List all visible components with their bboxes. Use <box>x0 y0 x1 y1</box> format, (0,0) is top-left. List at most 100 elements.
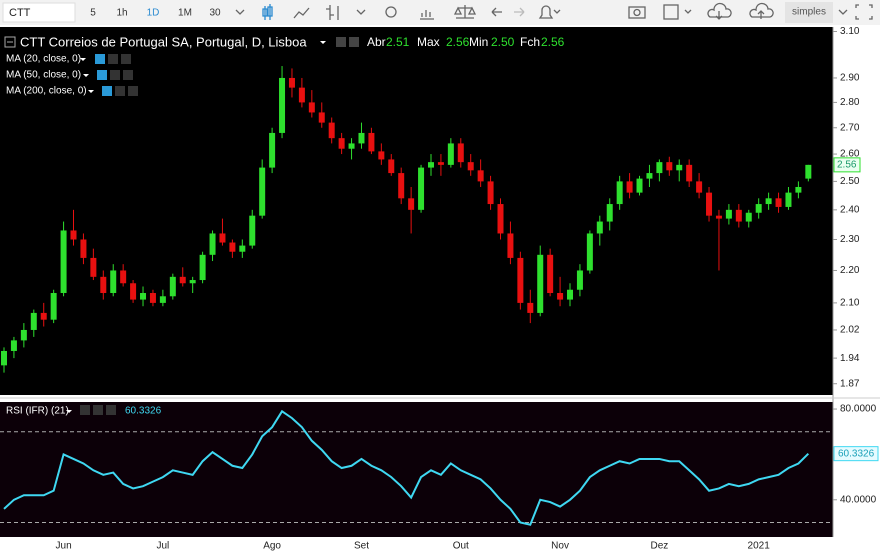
candle-body <box>140 293 147 300</box>
candle-body <box>288 77 295 88</box>
interval-button[interactable]: 1h <box>116 8 127 19</box>
candle-body <box>358 132 365 144</box>
candle-body <box>169 276 176 297</box>
candle-body <box>80 239 87 258</box>
candle-body <box>149 293 156 303</box>
collapse-box[interactable] <box>4 36 16 48</box>
interval-button[interactable]: 1M <box>178 8 192 19</box>
price-tag <box>833 157 861 173</box>
x-tick-label: Jun <box>56 541 72 552</box>
legend-icons <box>80 37 359 415</box>
candle-body <box>199 254 206 281</box>
candle-body <box>606 204 613 222</box>
x-tick-label: Out <box>453 541 469 552</box>
y-tick-label: 2.70 <box>840 122 860 133</box>
candle-body <box>576 270 583 290</box>
y-tick-label: 2.80 <box>840 97 860 108</box>
toolbar-icons <box>235 2 873 20</box>
y-tick-label: 40.0000 <box>840 494 877 505</box>
y-tick-label: 80.0000 <box>840 404 877 415</box>
x-tick-label: 2021 <box>748 541 771 552</box>
candle-body <box>676 164 683 171</box>
candle-body <box>497 204 504 234</box>
candle-body <box>219 233 226 243</box>
symbol-input[interactable] <box>2 2 76 23</box>
candle-body <box>328 122 335 139</box>
chart-indicator: MA (200, close, 0) <box>6 86 87 97</box>
chart-title: CTT Correios de Portugal SA, Portugal, D… <box>20 34 307 49</box>
candle-body <box>745 212 752 222</box>
y-tick-label: 3.10 <box>840 26 860 37</box>
x-tick-label: Nov <box>551 541 569 552</box>
x-tick-label: Ago <box>263 541 281 552</box>
x-tick-label: Jul <box>156 541 169 552</box>
candle-body <box>636 178 643 193</box>
y-tick-label: 2.30 <box>840 234 860 245</box>
candle-body <box>477 170 484 182</box>
candle-body <box>567 289 574 300</box>
y-tick-label: 2.40 <box>840 204 860 215</box>
candle-body <box>437 162 444 165</box>
candle-body <box>706 192 713 216</box>
candle-body <box>378 151 385 160</box>
y-tick-label: 1.87 <box>840 378 860 389</box>
candle-body <box>646 173 653 179</box>
candle-body <box>209 233 216 255</box>
candle-body <box>527 302 534 313</box>
y-tick-label: 2.60 <box>840 149 860 160</box>
candle-body <box>229 242 236 252</box>
candle-body <box>735 209 742 222</box>
ohlc-value: 2.56 <box>541 35 565 49</box>
ohlc-value: 2.51 <box>386 35 410 49</box>
interval-button[interactable]: 1D <box>147 8 160 19</box>
candle-body <box>785 192 792 207</box>
candle-body <box>60 230 67 294</box>
ohlc-value: 2.50 <box>491 35 515 49</box>
candle-body <box>666 162 673 171</box>
y-tick-label: 2.50 <box>840 176 860 187</box>
candle-body <box>447 143 454 165</box>
x-tick-label: Set <box>354 541 369 552</box>
candle-body <box>418 167 425 210</box>
candle-body <box>765 198 772 205</box>
interval-button[interactable]: 30 <box>209 8 221 19</box>
candle-body <box>110 270 117 294</box>
candle-body <box>20 329 27 341</box>
rsi-tag <box>833 446 879 462</box>
chart-indicator: MA (20, close, 0) <box>6 54 81 65</box>
candle-body <box>120 270 127 284</box>
rsi-title: RSI (IFR) (21) <box>6 406 69 417</box>
interval-button[interactable]: 5 <box>90 8 96 19</box>
candle-body <box>239 245 246 252</box>
style-select[interactable] <box>785 2 833 23</box>
candle-body <box>547 254 554 294</box>
candle-body <box>100 276 107 294</box>
candle-body <box>805 164 812 179</box>
ohlc-label: Min <box>469 35 488 49</box>
candle-body <box>159 296 166 303</box>
candle-body <box>259 167 266 216</box>
rsi-value: 60.3326 <box>125 406 162 417</box>
ohlc-value: 2.56 <box>446 35 470 49</box>
candle-body <box>40 312 47 320</box>
chart-indicator: MA (50, close, 0) <box>6 70 81 81</box>
candle-body <box>725 209 732 219</box>
candle-body <box>487 181 494 205</box>
candle-body <box>179 276 186 284</box>
candle-body <box>298 87 305 103</box>
ohlc-label: Fch <box>520 35 540 49</box>
y-tick-label: 1.94 <box>840 353 860 364</box>
candle-body <box>408 198 415 210</box>
candle-body <box>318 112 325 123</box>
candle-body <box>398 173 405 199</box>
rsi-tag-label: 60.3326 <box>838 448 875 459</box>
candle-body <box>1 350 7 366</box>
rsi-line <box>3 409 810 526</box>
candle-body <box>467 162 474 171</box>
candle-body <box>368 132 375 152</box>
symbol: CTT <box>9 7 31 19</box>
candle-body <box>90 257 97 277</box>
candle-body <box>586 233 593 271</box>
x-tick-label: Dez <box>650 541 668 552</box>
